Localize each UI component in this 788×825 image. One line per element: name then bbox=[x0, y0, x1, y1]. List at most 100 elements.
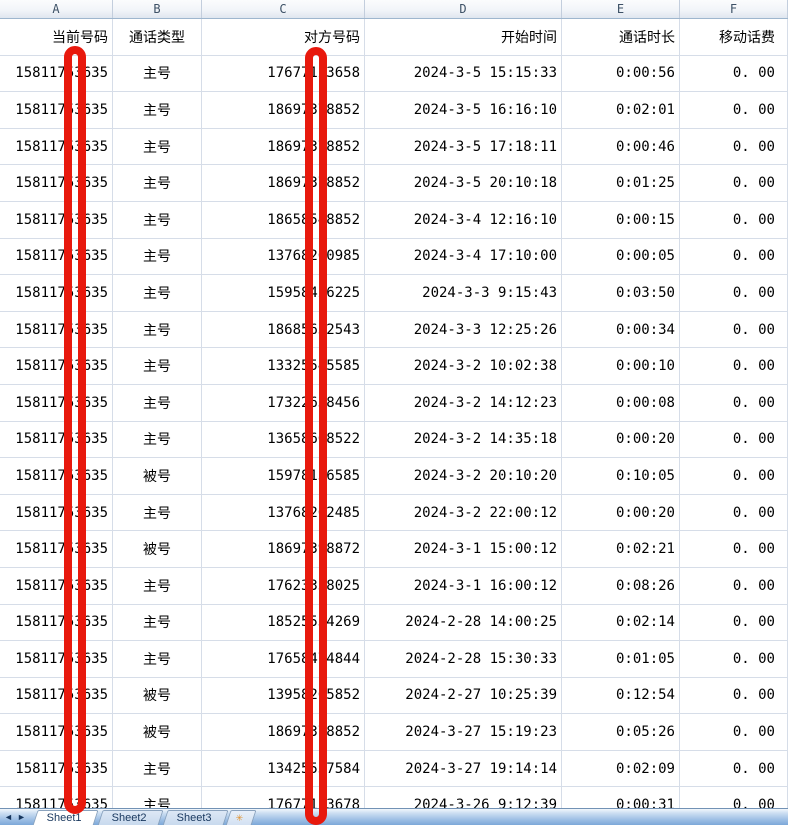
cell[interactable]: 18697378852 bbox=[202, 128, 365, 166]
header-cell[interactable]: 对方号码 bbox=[202, 19, 365, 56]
cell[interactable]: 0:02:14 bbox=[562, 604, 680, 642]
cell[interactable]: 15811753635 bbox=[0, 641, 113, 678]
column-header-d[interactable]: D bbox=[365, 0, 562, 18]
cell[interactable]: 0. 00 bbox=[680, 275, 788, 312]
cell[interactable]: 0. 00 bbox=[680, 677, 788, 715]
cell[interactable]: 主号 bbox=[113, 750, 202, 788]
cell[interactable]: 13658668522 bbox=[202, 421, 365, 459]
cell[interactable]: 15811753635 bbox=[0, 201, 113, 239]
cell[interactable]: 2024-3-2 10:02:38 bbox=[365, 348, 562, 385]
cell[interactable]: 0. 00 bbox=[680, 311, 788, 349]
cell[interactable]: 0. 00 bbox=[680, 641, 788, 678]
cell[interactable]: 15811753635 bbox=[0, 384, 113, 422]
cell[interactable]: 2024-3-2 14:35:18 bbox=[365, 421, 562, 459]
cell[interactable]: 18697378852 bbox=[202, 714, 365, 751]
cell[interactable]: 被号 bbox=[113, 458, 202, 495]
cell[interactable]: 13325545585 bbox=[202, 348, 365, 385]
cell[interactable]: 13768262485 bbox=[202, 494, 365, 532]
header-cell[interactable]: 当前号码 bbox=[0, 19, 113, 56]
tab-scroll-right-button[interactable]: ► bbox=[17, 811, 26, 822]
cell[interactable]: 2024-3-3 12:25:26 bbox=[365, 311, 562, 349]
cell[interactable]: 15811753635 bbox=[0, 165, 113, 202]
cell[interactable]: 2024-3-5 15:15:33 bbox=[365, 55, 562, 93]
cell[interactable]: 主号 bbox=[113, 641, 202, 678]
cell[interactable]: 18697378852 bbox=[202, 92, 365, 129]
cell[interactable]: 17677123658 bbox=[202, 55, 365, 93]
cell[interactable]: 18658548852 bbox=[202, 201, 365, 239]
cell[interactable]: 15811753635 bbox=[0, 531, 113, 568]
cell[interactable]: 17623358025 bbox=[202, 567, 365, 605]
cell[interactable]: 15811753635 bbox=[0, 92, 113, 129]
sheet-tab-sheet1[interactable]: Sheet1 bbox=[30, 810, 99, 825]
cell[interactable]: 0. 00 bbox=[680, 92, 788, 129]
cell[interactable]: 0. 00 bbox=[680, 421, 788, 459]
cell[interactable]: 17322638456 bbox=[202, 384, 365, 422]
cell[interactable]: 2024-3-5 17:18:11 bbox=[365, 128, 562, 166]
cell[interactable]: 0:01:05 bbox=[562, 641, 680, 678]
cell[interactable]: 主号 bbox=[113, 128, 202, 166]
cell[interactable]: 主号 bbox=[113, 567, 202, 605]
cell[interactable]: 主号 bbox=[113, 384, 202, 422]
cell[interactable]: 0. 00 bbox=[680, 348, 788, 385]
cell[interactable]: 0. 00 bbox=[680, 604, 788, 642]
cell[interactable]: 15811753635 bbox=[0, 567, 113, 605]
cell[interactable]: 0. 00 bbox=[680, 238, 788, 276]
column-header-f[interactable]: F bbox=[680, 0, 788, 18]
cell[interactable]: 0:08:26 bbox=[562, 567, 680, 605]
cell[interactable]: 2024-3-1 15:00:12 bbox=[365, 531, 562, 568]
cell[interactable]: 2024-2-28 15:30:33 bbox=[365, 641, 562, 678]
cell[interactable]: 0. 00 bbox=[680, 165, 788, 202]
cell[interactable]: 2024-3-2 14:12:23 bbox=[365, 384, 562, 422]
cell[interactable]: 18525534269 bbox=[202, 604, 365, 642]
cell[interactable]: 18697378852 bbox=[202, 165, 365, 202]
cell[interactable]: 0:00:46 bbox=[562, 128, 680, 166]
sheet-tab-sheet3[interactable]: Sheet3 bbox=[160, 810, 229, 825]
cell[interactable]: 0. 00 bbox=[680, 128, 788, 166]
cell[interactable]: 0:00:08 bbox=[562, 384, 680, 422]
cell[interactable]: 15811753635 bbox=[0, 750, 113, 788]
column-header-a[interactable]: A bbox=[0, 0, 113, 18]
cell[interactable]: 主号 bbox=[113, 604, 202, 642]
cell[interactable]: 15811753635 bbox=[0, 458, 113, 495]
cell[interactable]: 13958265852 bbox=[202, 677, 365, 715]
cell[interactable]: 0:03:50 bbox=[562, 275, 680, 312]
cell[interactable]: 17658474844 bbox=[202, 641, 365, 678]
cell[interactable]: 15811753635 bbox=[0, 494, 113, 532]
cell[interactable]: 2024-2-28 14:00:25 bbox=[365, 604, 562, 642]
cell[interactable]: 0:02:01 bbox=[562, 92, 680, 129]
cell[interactable]: 2024-3-27 15:19:23 bbox=[365, 714, 562, 751]
column-header-c[interactable]: C bbox=[202, 0, 365, 18]
cell[interactable]: 15811753635 bbox=[0, 421, 113, 459]
cell[interactable]: 2024-3-5 16:16:10 bbox=[365, 92, 562, 129]
cell[interactable]: 主号 bbox=[113, 275, 202, 312]
cell[interactable]: 15811753635 bbox=[0, 677, 113, 715]
cell[interactable]: 0. 00 bbox=[680, 531, 788, 568]
cell[interactable]: 0:02:09 bbox=[562, 750, 680, 788]
cell[interactable]: 主号 bbox=[113, 92, 202, 129]
cell[interactable]: 被号 bbox=[113, 677, 202, 715]
insert-worksheet-tab[interactable]: ✳ bbox=[223, 810, 256, 825]
cell[interactable]: 0:00:05 bbox=[562, 238, 680, 276]
cell[interactable]: 0. 00 bbox=[680, 494, 788, 532]
cell[interactable]: 2024-3-1 16:00:12 bbox=[365, 567, 562, 605]
cell[interactable]: 15958426225 bbox=[202, 275, 365, 312]
cell[interactable]: 2024-3-5 20:10:18 bbox=[365, 165, 562, 202]
sheet-tab-sheet2[interactable]: Sheet2 bbox=[95, 810, 164, 825]
column-header-b[interactable]: B bbox=[113, 0, 202, 18]
cell[interactable]: 主号 bbox=[113, 165, 202, 202]
cell[interactable]: 13768260985 bbox=[202, 238, 365, 276]
cell[interactable]: 0:02:21 bbox=[562, 531, 680, 568]
cell[interactable]: 18685652543 bbox=[202, 311, 365, 349]
cell[interactable]: 0:00:20 bbox=[562, 494, 680, 532]
cell[interactable]: 被号 bbox=[113, 714, 202, 751]
cell[interactable]: 0:12:54 bbox=[562, 677, 680, 715]
cell[interactable]: 2024-3-2 20:10:20 bbox=[365, 458, 562, 495]
cell[interactable]: 0. 00 bbox=[680, 201, 788, 239]
cell[interactable]: 主号 bbox=[113, 201, 202, 239]
header-cell[interactable]: 移动话费 bbox=[680, 19, 788, 56]
cell[interactable]: 0:00:15 bbox=[562, 201, 680, 239]
header-cell[interactable]: 开始时间 bbox=[365, 19, 562, 56]
column-header-e[interactable]: E bbox=[562, 0, 680, 18]
cell[interactable]: 0. 00 bbox=[680, 714, 788, 751]
cell[interactable]: 15978156585 bbox=[202, 458, 365, 495]
